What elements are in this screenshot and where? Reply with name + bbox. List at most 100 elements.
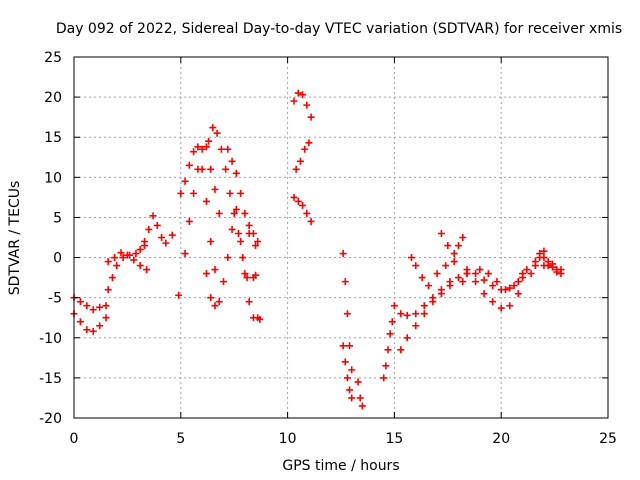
data-point (472, 278, 480, 286)
data-point (241, 270, 249, 278)
data-point (102, 302, 110, 310)
data-point (303, 209, 311, 217)
plot-frame (73, 56, 609, 419)
series-arc-27 (540, 258, 565, 276)
series-arc-5b (181, 143, 223, 258)
data-point (339, 342, 347, 350)
data-point (403, 334, 411, 342)
series-arc-14 (339, 250, 356, 374)
data-point (136, 262, 144, 270)
y-tick-label: 15 (44, 130, 62, 146)
series-arc-22 (463, 266, 522, 294)
data-point (207, 294, 215, 302)
series-arc-25 (514, 247, 548, 286)
data-point (459, 278, 467, 286)
data-point (194, 165, 202, 173)
y-tick-label: 5 (53, 210, 62, 226)
data-point (412, 310, 420, 318)
data-point (412, 262, 420, 270)
data-point (407, 254, 415, 262)
y-tick-label: -15 (39, 371, 62, 387)
data-point (83, 326, 91, 334)
series-arc-16 (354, 378, 366, 410)
series-arc-1a (70, 294, 110, 314)
y-tick-label: 20 (44, 90, 62, 106)
data-point (158, 234, 166, 241)
data-point (303, 101, 311, 109)
data-point (149, 212, 157, 220)
data-point (243, 274, 251, 282)
y-tick-label: -5 (48, 291, 62, 307)
series-arc-1b (70, 310, 110, 335)
data-point (207, 165, 215, 173)
data-point (472, 270, 480, 278)
data-point (190, 148, 198, 156)
data-point (480, 276, 488, 284)
data-point (245, 298, 253, 306)
data-point (437, 229, 445, 237)
y-tick-label: 25 (44, 50, 62, 66)
data-point (523, 266, 531, 274)
data-point (544, 258, 552, 266)
data-point (540, 254, 548, 262)
data-point (252, 271, 260, 279)
data-point (463, 270, 471, 278)
data-point (153, 221, 161, 229)
data-point (232, 205, 240, 213)
data-point (476, 266, 484, 274)
data-point (514, 278, 522, 286)
data-point (506, 302, 514, 310)
data-point (484, 270, 492, 278)
series-arc-18 (397, 270, 471, 354)
data-point (358, 402, 366, 410)
data-point (506, 284, 514, 292)
series-arc-3 (104, 249, 151, 274)
data-point (450, 250, 458, 258)
data-point (249, 229, 257, 237)
data-point (256, 315, 264, 323)
y-tick-label: -10 (39, 331, 62, 347)
axis-ticks: 0 5 10 15 20 25 -20 -15 -10 -5 0 5 10 15 20 25 (39, 50, 617, 447)
data-point (234, 229, 242, 237)
data-point (245, 221, 253, 229)
data-point (536, 250, 544, 258)
data-point (446, 278, 454, 286)
data-point (89, 306, 97, 314)
data-point (254, 238, 262, 246)
data-point (444, 242, 452, 250)
data-point (307, 113, 315, 121)
data-point (425, 282, 433, 290)
data-point (226, 189, 234, 197)
series-arc-24 (476, 266, 527, 294)
data-point (211, 185, 219, 193)
chart-title: Day 092 of 2022, Sidereal Day-to-day VTE… (56, 21, 622, 37)
data-point (76, 298, 84, 306)
data-point (429, 294, 437, 302)
series-arc-10 (249, 271, 264, 323)
data-point (104, 286, 112, 294)
data-point (433, 270, 441, 278)
data-point (384, 346, 392, 354)
data-point (397, 346, 405, 354)
data-point (205, 137, 213, 145)
data-point (104, 258, 112, 266)
data-point (228, 157, 236, 165)
series-arc-13 (290, 193, 315, 225)
series-arc-20 (407, 254, 467, 290)
x-tick-label: 15 (385, 431, 403, 447)
data-point (117, 249, 125, 257)
data-point (136, 246, 144, 254)
series-arc-6 (205, 124, 251, 282)
x-tick-label: 0 (70, 431, 79, 447)
data-point (489, 282, 497, 290)
y-axis-label: SDTVAR / TECUs (7, 181, 23, 296)
data-point (215, 298, 223, 306)
data-point (519, 270, 527, 278)
data-point (111, 254, 119, 262)
y-tick-label: -20 (39, 411, 62, 427)
data-point (388, 318, 396, 326)
data-point (390, 302, 398, 310)
data-point (190, 189, 198, 197)
